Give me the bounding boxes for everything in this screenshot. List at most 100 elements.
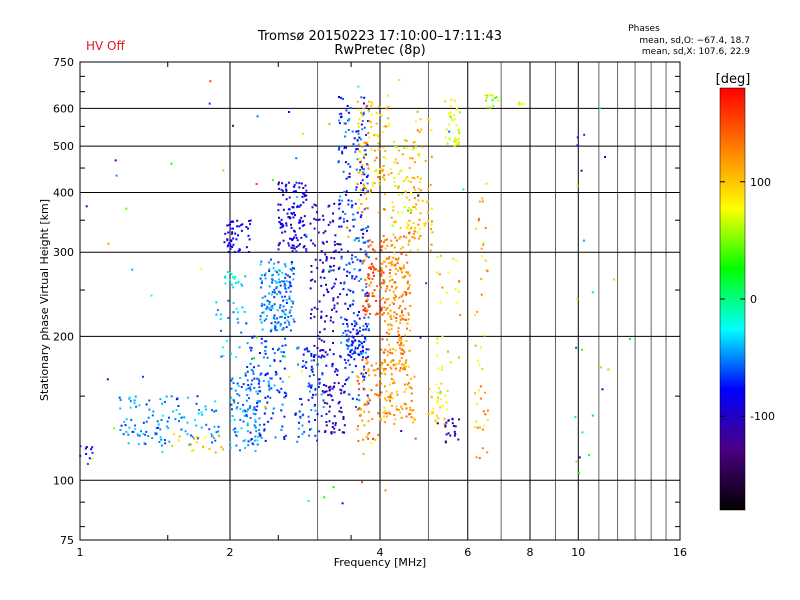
echo-point <box>200 411 203 414</box>
echo-point <box>405 271 408 274</box>
echo-point <box>452 425 455 427</box>
echo-point <box>283 284 286 287</box>
echo-point <box>229 321 231 324</box>
echo-point <box>352 336 355 339</box>
echo-point <box>290 246 293 249</box>
echo-point <box>426 118 429 121</box>
echo-point <box>383 367 385 370</box>
echo-point <box>363 155 366 158</box>
echo-point <box>355 275 358 278</box>
echo-point <box>332 321 335 324</box>
echo-point <box>600 366 602 369</box>
echo-point <box>383 178 386 181</box>
echo-point <box>233 400 236 403</box>
echo-point <box>393 181 396 183</box>
echo-point <box>279 292 282 295</box>
echo-point <box>344 193 347 196</box>
echo-point <box>350 200 353 202</box>
echo-point <box>399 247 402 250</box>
echo-point <box>321 390 324 393</box>
echo-point <box>366 190 369 193</box>
echo-point <box>368 120 371 123</box>
echo-point <box>347 338 350 341</box>
echo-point <box>229 419 232 422</box>
echo-point <box>410 192 413 194</box>
echo-point <box>443 423 446 426</box>
echo-point <box>236 311 239 314</box>
echo-point <box>353 218 356 221</box>
echo-point <box>361 358 364 361</box>
echo-point <box>340 392 343 395</box>
echo-point <box>382 241 385 243</box>
echo-point <box>268 303 271 306</box>
echo-point <box>305 367 308 369</box>
echo-point <box>344 329 347 332</box>
echo-point <box>295 196 298 198</box>
echo-point <box>280 218 283 221</box>
echo-point <box>249 219 252 222</box>
echo-point <box>261 302 264 305</box>
echo-point <box>237 281 240 284</box>
echo-point <box>337 382 340 385</box>
echo-point <box>400 271 403 274</box>
echo-point <box>238 346 241 349</box>
echo-point <box>316 413 319 416</box>
echo-point <box>366 291 369 294</box>
echo-point <box>270 293 273 296</box>
echo-point <box>178 435 181 438</box>
echo-point <box>259 277 262 280</box>
echo-point <box>259 318 262 321</box>
echo-point <box>340 248 343 251</box>
echo-point <box>449 104 452 107</box>
echo-point <box>277 348 279 351</box>
echo-point <box>260 260 263 263</box>
y-tick-label: 400 <box>53 186 74 199</box>
echo-point <box>220 355 223 358</box>
echo-point <box>285 302 288 304</box>
echo-point <box>343 122 346 125</box>
echo-point <box>279 284 282 287</box>
echo-point <box>278 347 281 350</box>
echo-point <box>362 113 365 116</box>
echo-point <box>243 415 246 417</box>
echo-point <box>248 238 251 241</box>
echo-point <box>334 234 337 237</box>
echo-point <box>124 424 127 427</box>
echo-point <box>253 424 256 427</box>
echo-point <box>147 416 150 419</box>
echo-point <box>483 334 486 337</box>
echo-point <box>607 368 610 371</box>
echo-point <box>408 199 411 201</box>
echo-point <box>242 440 245 443</box>
echo-point <box>307 415 310 418</box>
echo-point <box>389 395 392 398</box>
echo-point <box>419 212 422 215</box>
echo-point <box>446 389 449 392</box>
echo-point <box>363 168 365 171</box>
echo-point <box>274 373 277 376</box>
echo-point <box>148 408 151 411</box>
echo-point <box>260 274 263 277</box>
echo-point <box>314 409 317 412</box>
echo-point <box>307 385 310 388</box>
echo-point <box>399 235 402 238</box>
echo-point <box>240 386 243 388</box>
echo-point <box>409 209 412 211</box>
echo-point <box>285 189 288 192</box>
echo-point <box>305 361 308 364</box>
echo-point <box>578 472 581 475</box>
echo-point <box>290 262 293 265</box>
echo-point <box>270 417 273 420</box>
echo-point <box>364 250 367 253</box>
echo-point <box>423 222 426 225</box>
echo-point <box>366 309 369 311</box>
echo-point <box>297 244 300 247</box>
echo-point <box>253 366 255 369</box>
echo-point <box>604 156 606 158</box>
echo-point <box>390 367 393 370</box>
x-tick-label: 10 <box>571 546 585 559</box>
echo-point <box>459 314 462 317</box>
echo-point <box>356 183 359 186</box>
echo-point <box>170 395 173 398</box>
echo-point <box>292 300 295 303</box>
